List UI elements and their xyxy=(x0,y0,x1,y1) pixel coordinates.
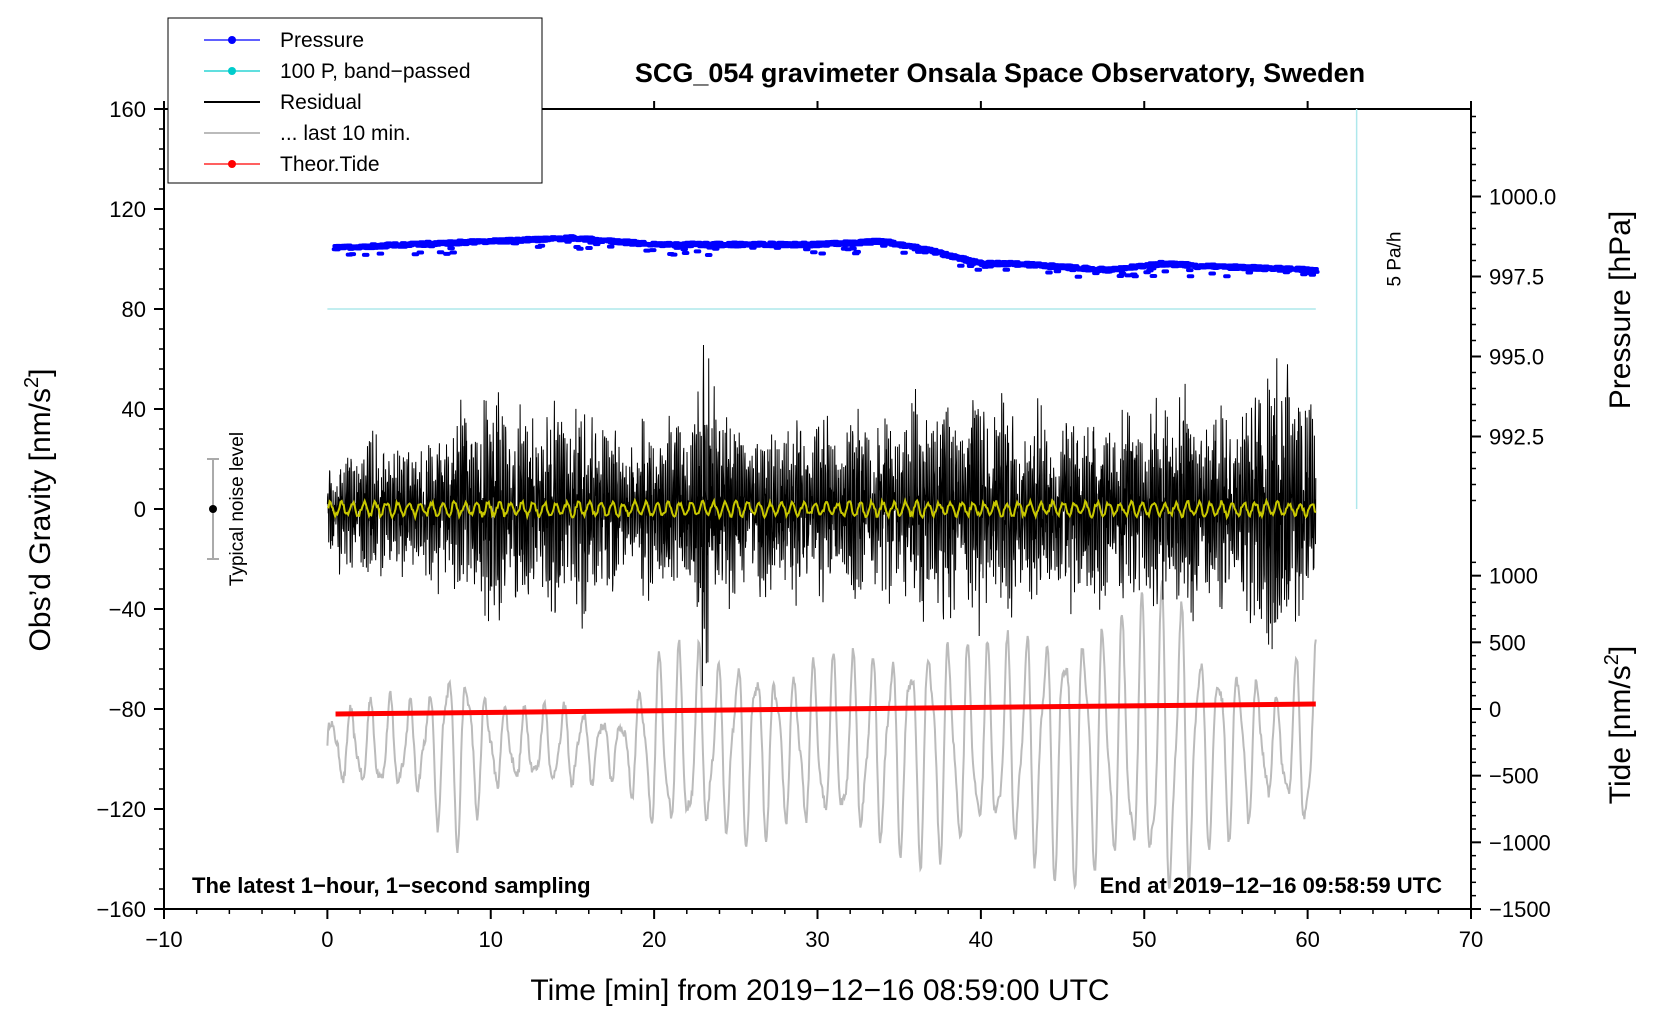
y-axis-title-left-sup: 2 xyxy=(21,377,43,388)
y-axis-title-tide-sup: 2 xyxy=(1601,654,1623,665)
tide-tick-label: −1000 xyxy=(1489,830,1551,855)
rate-indicator: 5 Pa/h xyxy=(1355,109,1406,509)
tide-tick-label: 1000 xyxy=(1489,564,1538,589)
tide-tick-label: −1500 xyxy=(1489,897,1551,922)
tide-tick-label: 0 xyxy=(1489,697,1501,722)
y-axis-title-left-main: Obs’d Gravity [nm/s xyxy=(24,388,57,651)
pressure-tick-label: 992.5 xyxy=(1489,425,1544,450)
legend-label: ... last 10 min. xyxy=(280,122,411,145)
noise-bar-dot xyxy=(209,505,218,513)
x-tick-label: 0 xyxy=(321,927,333,952)
series-layer xyxy=(326,234,1320,891)
legend-label: Residual xyxy=(280,91,362,114)
y-axis-title-pressure: Pressure [hPa] xyxy=(1604,211,1637,409)
tide-tick-label: −500 xyxy=(1489,764,1539,789)
legend-items: Pressure 100 P, band−passed Residual ... la… xyxy=(204,29,471,176)
x-tick-label: 30 xyxy=(805,927,829,952)
series-pressure xyxy=(331,234,1320,279)
pressure-tick-label: 1000.0 xyxy=(1489,185,1556,210)
legend: Pressure 100 P, band−passed Residual ... la… xyxy=(167,17,543,184)
legend-item: ... last 10 min. xyxy=(204,122,411,145)
y-tick-label: 120 xyxy=(109,197,146,222)
pressure-points xyxy=(331,234,1320,279)
rate-bar-label: 5 Pa/h xyxy=(1385,232,1406,287)
x-tick-label: 60 xyxy=(1295,927,1319,952)
y-axis-title-tide: Tide [nm/s2] xyxy=(1601,646,1637,804)
annotation-end-time: End at 2019−12−16 09:58:59 UTC xyxy=(1100,873,1443,898)
chart-title: SCG_054 gravimeter Onsala Space Observat… xyxy=(635,58,1365,88)
legend-box xyxy=(167,17,543,184)
annotation-sampling: The latest 1−hour, 1−second sampling xyxy=(192,873,591,898)
y-tick-label: −160 xyxy=(96,897,146,922)
legend-swatch-dot xyxy=(228,36,236,44)
series-residual-line xyxy=(326,344,1317,687)
x-tick-label: 50 xyxy=(1132,927,1156,952)
y-axis-title-tide-tail: ] xyxy=(1604,646,1637,654)
x-tick-label: 10 xyxy=(479,927,503,952)
legend-swatch-dot xyxy=(228,160,236,168)
pressure-tick-label: 997.5 xyxy=(1489,265,1544,290)
series-tide-line xyxy=(335,701,1316,717)
legend-item: Residual xyxy=(204,91,362,114)
y-tick-label: 40 xyxy=(122,397,146,422)
x-tick-label: 70 xyxy=(1459,927,1483,952)
x-axis-title: Time [min] from 2019−12−16 08:59:00 UTC xyxy=(530,974,1109,1007)
y-tick-label: 0 xyxy=(134,497,146,522)
y-tick-label: −120 xyxy=(96,797,146,822)
x-tick-label: −10 xyxy=(145,927,182,952)
legend-swatch-dot xyxy=(228,67,236,75)
tide-tick-label: 500 xyxy=(1489,630,1526,655)
y-axis-title-left-tail: ] xyxy=(24,369,57,377)
legend-item: Theor.Tide xyxy=(204,153,380,176)
x-tick-label: 20 xyxy=(642,927,666,952)
y-tick-label: 160 xyxy=(109,97,146,122)
x-tick-label: 40 xyxy=(969,927,993,952)
legend-label: 100 P, band−passed xyxy=(280,60,471,83)
y-tick-label: −40 xyxy=(109,597,146,622)
y-tick-label: 80 xyxy=(122,297,146,322)
noise-bar-label: Typical noise level xyxy=(227,432,248,586)
legend-label: Theor.Tide xyxy=(280,153,380,176)
legend-item: 100 P, band−passed xyxy=(204,60,471,83)
y-tick-label: −80 xyxy=(109,697,146,722)
series-last10min-line xyxy=(326,580,1317,891)
legend-label: Pressure xyxy=(280,29,364,52)
y-axis-title-tide-main: Tide [nm/s xyxy=(1604,665,1637,804)
series-residual-smoothed-line xyxy=(326,497,1317,522)
legend-item: Pressure xyxy=(204,29,364,52)
y-axis-title-left: Obs’d Gravity [nm/s2] xyxy=(21,369,57,652)
noise-level-indicator: Typical noise level xyxy=(207,432,248,586)
axes-layer: −10 0 10 20 30 40 50 60 70 160 120 80 40 0 −40 −80 −120 −… xyxy=(96,97,1556,952)
pressure-tick-label: 995.0 xyxy=(1489,345,1544,370)
